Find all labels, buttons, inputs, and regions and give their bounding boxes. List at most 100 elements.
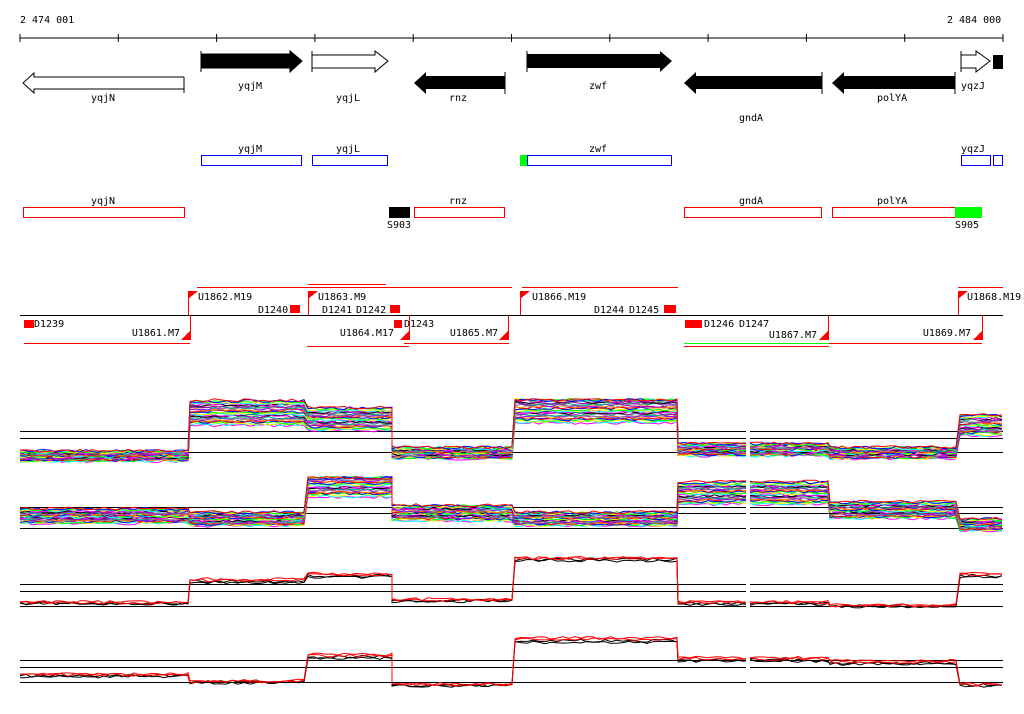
forward-box-yqjM[interactable] — [201, 155, 302, 166]
panel-reverse-multi — [19, 473, 1003, 541]
gene-label: yqjM — [238, 81, 262, 92]
promoter-flag — [958, 291, 968, 299]
tu-label[interactable]: D1246 — [704, 319, 734, 330]
promoter-flag — [308, 291, 318, 299]
terminator-flag — [819, 331, 828, 340]
feature-S905[interactable] — [955, 207, 982, 218]
gap-marker — [746, 625, 750, 697]
gene-track: yqjN yqjM yqjL rnz zwf gndA polYA yqzJ — [22, 49, 1003, 124]
gap-marker — [746, 553, 750, 617]
terminator-flag — [400, 331, 409, 340]
gene-label: polYA — [877, 93, 907, 104]
terminator-flag — [181, 331, 190, 340]
expression-line — [19, 398, 1003, 454]
forward-annotation-track — [201, 155, 1003, 166]
reverse-label: polYA — [877, 196, 907, 207]
expression-line — [19, 555, 1003, 607]
tu-label[interactable]: U1869.M7 — [923, 328, 971, 339]
expression-line — [19, 399, 1003, 455]
expression-line — [19, 398, 1003, 454]
forward-box-fragment[interactable] — [993, 155, 1003, 166]
gene-label: yqzJ — [961, 81, 985, 92]
gene-arrow-yqjN[interactable] — [22, 71, 185, 95]
reverse-box-gndA[interactable] — [684, 207, 822, 218]
ruler: 2 474 001 2 484 000 — [19, 15, 1004, 42]
expression-line — [19, 640, 1002, 688]
reverse-annotation-track — [23, 207, 982, 218]
gene-label: yqjN — [91, 93, 115, 104]
reverse-box-rnz[interactable] — [414, 207, 505, 218]
forward-box-yqzJ[interactable] — [961, 155, 991, 166]
tu-label[interactable]: U1865.M7 — [450, 328, 498, 339]
expression-line — [19, 398, 1003, 453]
reverse-label: yqjN — [91, 196, 115, 207]
site-D1239[interactable] — [24, 320, 34, 328]
gene-arrow-zwf[interactable] — [527, 51, 672, 72]
gap-marker — [746, 395, 750, 467]
tu-label[interactable]: U1862.M19 — [198, 292, 252, 303]
gene-arrow-gndA[interactable] — [684, 72, 822, 94]
gene-arrow-yqjM[interactable] — [200, 49, 303, 74]
ruler-end-label: 2 484 000 — [947, 15, 1001, 26]
site-D1246[interactable] — [685, 320, 702, 328]
tu-label[interactable]: U1868.M19 — [967, 292, 1021, 303]
tu-label[interactable]: U1861.M7 — [132, 328, 180, 339]
panel-forward-summary — [19, 553, 1003, 617]
start-marker — [520, 155, 527, 166]
transcription-track: D1239 U1861.M7 U1862.M19 D1240 U1863.M9 … — [20, 284, 1021, 347]
reverse-label: rnz — [449, 196, 467, 207]
gene-label: zwf — [589, 81, 607, 92]
gap-marker — [746, 473, 750, 541]
reverse-box-yqjN[interactable] — [23, 207, 185, 218]
site-D1241[interactable] — [390, 305, 400, 313]
feature-label: S903 — [387, 220, 411, 231]
gene-arrow-polYA[interactable] — [832, 72, 955, 94]
terminator-flag — [499, 331, 508, 340]
forward-label: yqzJ — [961, 144, 985, 155]
forward-box-zwf[interactable] — [527, 155, 672, 166]
gene-label: yqjL — [336, 93, 360, 104]
forward-box-yqjL[interactable] — [312, 155, 388, 166]
tu-label[interactable]: D1247 — [739, 319, 769, 330]
gene-arrow-rnz[interactable] — [414, 72, 505, 94]
ruler-start-label: 2 474 001 — [20, 15, 74, 26]
expression-line — [19, 410, 1003, 460]
expression-line — [19, 555, 1003, 608]
feature-label: S905 — [955, 220, 979, 231]
reverse-label: gndA — [739, 196, 763, 207]
expression-line — [19, 476, 1003, 521]
tu-label[interactable]: D1245 — [629, 305, 659, 316]
tu-label[interactable]: D1239 — [34, 319, 64, 330]
tu-label[interactable]: D1243 — [404, 319, 434, 330]
tu-label[interactable]: D1242 — [356, 305, 386, 316]
expression-panels — [19, 395, 1003, 697]
forward-label: yqjL — [336, 144, 360, 155]
tu-label[interactable]: D1240 — [258, 305, 288, 316]
terminator-flag — [973, 331, 982, 340]
expression-line — [19, 488, 1003, 529]
feature-S903[interactable] — [389, 207, 410, 218]
expression-line — [19, 398, 1003, 455]
site-D1243[interactable] — [394, 320, 402, 328]
gene-fragment[interactable] — [993, 55, 1003, 69]
panel-reverse-summary — [19, 625, 1003, 697]
forward-label: zwf — [589, 144, 607, 155]
tu-label[interactable]: D1241 — [322, 305, 352, 316]
tu-label[interactable]: D1244 — [594, 305, 624, 316]
site-D1244[interactable] — [664, 305, 676, 313]
reverse-box-polYA[interactable] — [832, 207, 956, 218]
gene-arrow-yqzJ[interactable] — [960, 50, 991, 74]
tu-label[interactable]: U1864.M17 — [340, 328, 394, 339]
gene-label: rnz — [449, 93, 467, 104]
expression-line — [20, 398, 1003, 454]
tu-label[interactable]: U1867.M7 — [769, 330, 817, 341]
promoter-flag — [188, 291, 198, 299]
expression-line — [20, 636, 1003, 686]
expression-line — [19, 637, 1003, 687]
tu-label[interactable]: U1863.M9 — [318, 292, 366, 303]
site-D1240[interactable] — [290, 305, 300, 313]
gene-arrow-yqjL[interactable] — [311, 49, 389, 74]
tu-label[interactable]: U1866.M19 — [532, 292, 586, 303]
forward-label: yqjM — [238, 144, 262, 155]
